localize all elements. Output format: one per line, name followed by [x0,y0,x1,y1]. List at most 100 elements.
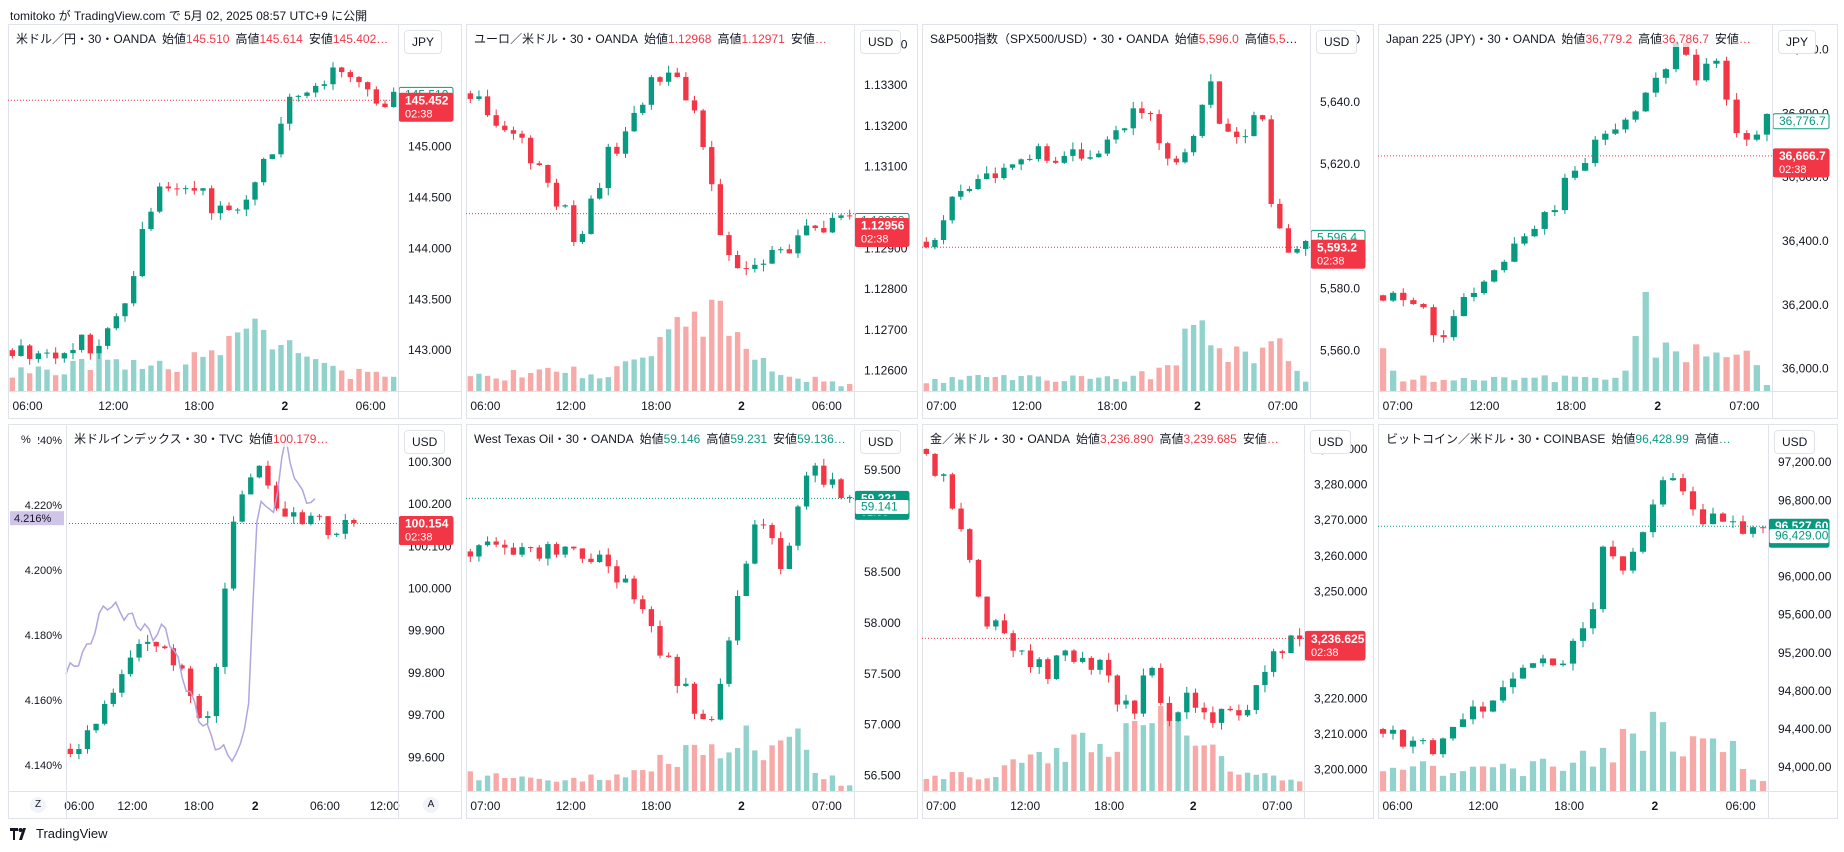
candle-body [356,77,362,83]
candle-body [1078,149,1085,159]
volume-bar [1182,328,1188,391]
volume-bar [527,777,534,791]
price-axis-tick: 5,620.0 [1320,157,1360,171]
candle-body [1096,153,1102,158]
volume-bar [829,775,836,791]
candle-body [1551,210,1558,213]
volume-bar [1079,732,1086,791]
volume-bar [795,728,801,791]
volume-bar [364,371,371,391]
volume-bar [1061,381,1067,391]
price-axis-tick: 100.000 [408,582,452,596]
volume-bar [1430,381,1437,391]
candle-body [588,558,594,563]
candle-body [1602,133,1609,140]
volume-bar [605,377,611,391]
chart-svg: 5,660.05,640.05,620.05,580.05,560.05,596… [922,33,1366,413]
candle-body [1294,248,1300,253]
volume-bar [1679,756,1687,791]
volume-bar [631,359,637,391]
candle-body [502,544,508,548]
time-axis-tick: 2 [282,399,289,413]
currency-button[interactable]: JPY [404,30,443,54]
zoom-button[interactable]: Z [30,797,46,813]
currency-button[interactable]: USD [1774,430,1816,454]
chart-pane[interactable]: 1.134001.133001.132001.131001.129001.128… [466,24,918,419]
volume-bar [1379,771,1387,791]
candle-body [217,205,224,214]
left-axis-divider [66,424,67,819]
candle-body [923,448,930,454]
volume-bar [1147,379,1154,391]
volume-bar [1531,377,1538,391]
candle-body [778,538,784,569]
left-axis-tick: 4.220% [25,500,63,512]
candle-body [1759,527,1767,529]
time-axis-tick: 2 [1652,799,1659,813]
volume-bar [709,744,715,791]
candle-body [205,716,211,718]
time-axis-tick: 18:00 [1094,799,1124,813]
currency-button[interactable]: USD [860,430,902,454]
chart-pane[interactable]: 3,290.0003,280.0003,270.0003,260.0003,25… [922,424,1374,819]
volume-bar [588,374,594,391]
footer-brand[interactable]: TradingView [10,826,108,841]
candle-body [1709,513,1717,525]
volume-bar [1156,367,1162,391]
candle-body [941,474,947,476]
candle-body [308,515,314,525]
time-axis-divider [922,391,1374,392]
volume-bar [640,770,646,791]
volume-bar [484,375,491,391]
volume-bar [700,755,706,791]
candle-body [1139,108,1145,114]
volume-bar [562,780,568,791]
time-axis-divider [1378,391,1838,392]
volume-bar [1044,380,1050,391]
volume-bar [18,367,24,391]
volume-bar [1551,382,1558,391]
currency-button[interactable]: USD [404,430,446,454]
candle-body [213,666,220,717]
currency-button[interactable]: USD [1310,430,1352,454]
time-axis-divider [1378,791,1838,792]
candle-body [1036,659,1042,668]
volume-bar [553,781,560,791]
currency-button[interactable]: JPY [1778,30,1817,54]
percent-scale-button[interactable]: % [14,430,38,450]
candle-body [1234,131,1240,138]
chart-pane[interactable]: 59.500 58.500 58.000 57.500 57.000 56.500 59.2… [466,424,918,819]
candle-body [553,182,560,207]
candle-body [1303,240,1309,249]
yield-line [65,437,316,763]
chart-pane[interactable]: 4.240% 4.220% 4.200% 4.180% 4.160% 4.140% 4.21… [8,424,462,819]
candle-body [1268,119,1274,204]
candle-body [975,179,981,189]
candle-body [9,350,16,356]
chart-pane[interactable]: 145.000 144.500 144.000 143.500 143.000 145.5… [8,24,462,419]
candle-body [674,72,680,77]
auto-scale-button[interactable]: A [423,797,439,813]
volume-bar [1429,765,1437,791]
left-axis-tag-label: 4.216% [14,513,52,525]
volume-bar [1743,350,1750,391]
price-tag: 96,429.00 [1768,528,1830,545]
volume-bar [1409,766,1417,791]
candle-body [1210,712,1216,723]
volume-bar [1303,381,1309,391]
candle-body [622,131,629,154]
chart-pane[interactable]: 37,000.036,800.036,600.036,400.036,200.0… [1378,24,1838,419]
candle-body [691,100,698,111]
chart-pane[interactable]: 97,200.00 96,800.00 96,000.00 95,600.00 95,2… [1378,424,1838,819]
price-tag-countdown: 02:38 [861,233,889,245]
currency-button[interactable]: USD [860,30,902,54]
candle-body [1739,521,1747,534]
chart-pane[interactable]: 5,660.05,640.05,620.05,580.05,560.05,596… [922,24,1374,419]
volume-bar [778,740,784,791]
volume-bar [1175,720,1181,791]
currency-button[interactable]: USD [1316,30,1358,54]
candle-body [958,191,964,197]
candle-body [700,713,706,720]
volume-bar [1123,723,1129,791]
volume-bar [941,779,947,791]
